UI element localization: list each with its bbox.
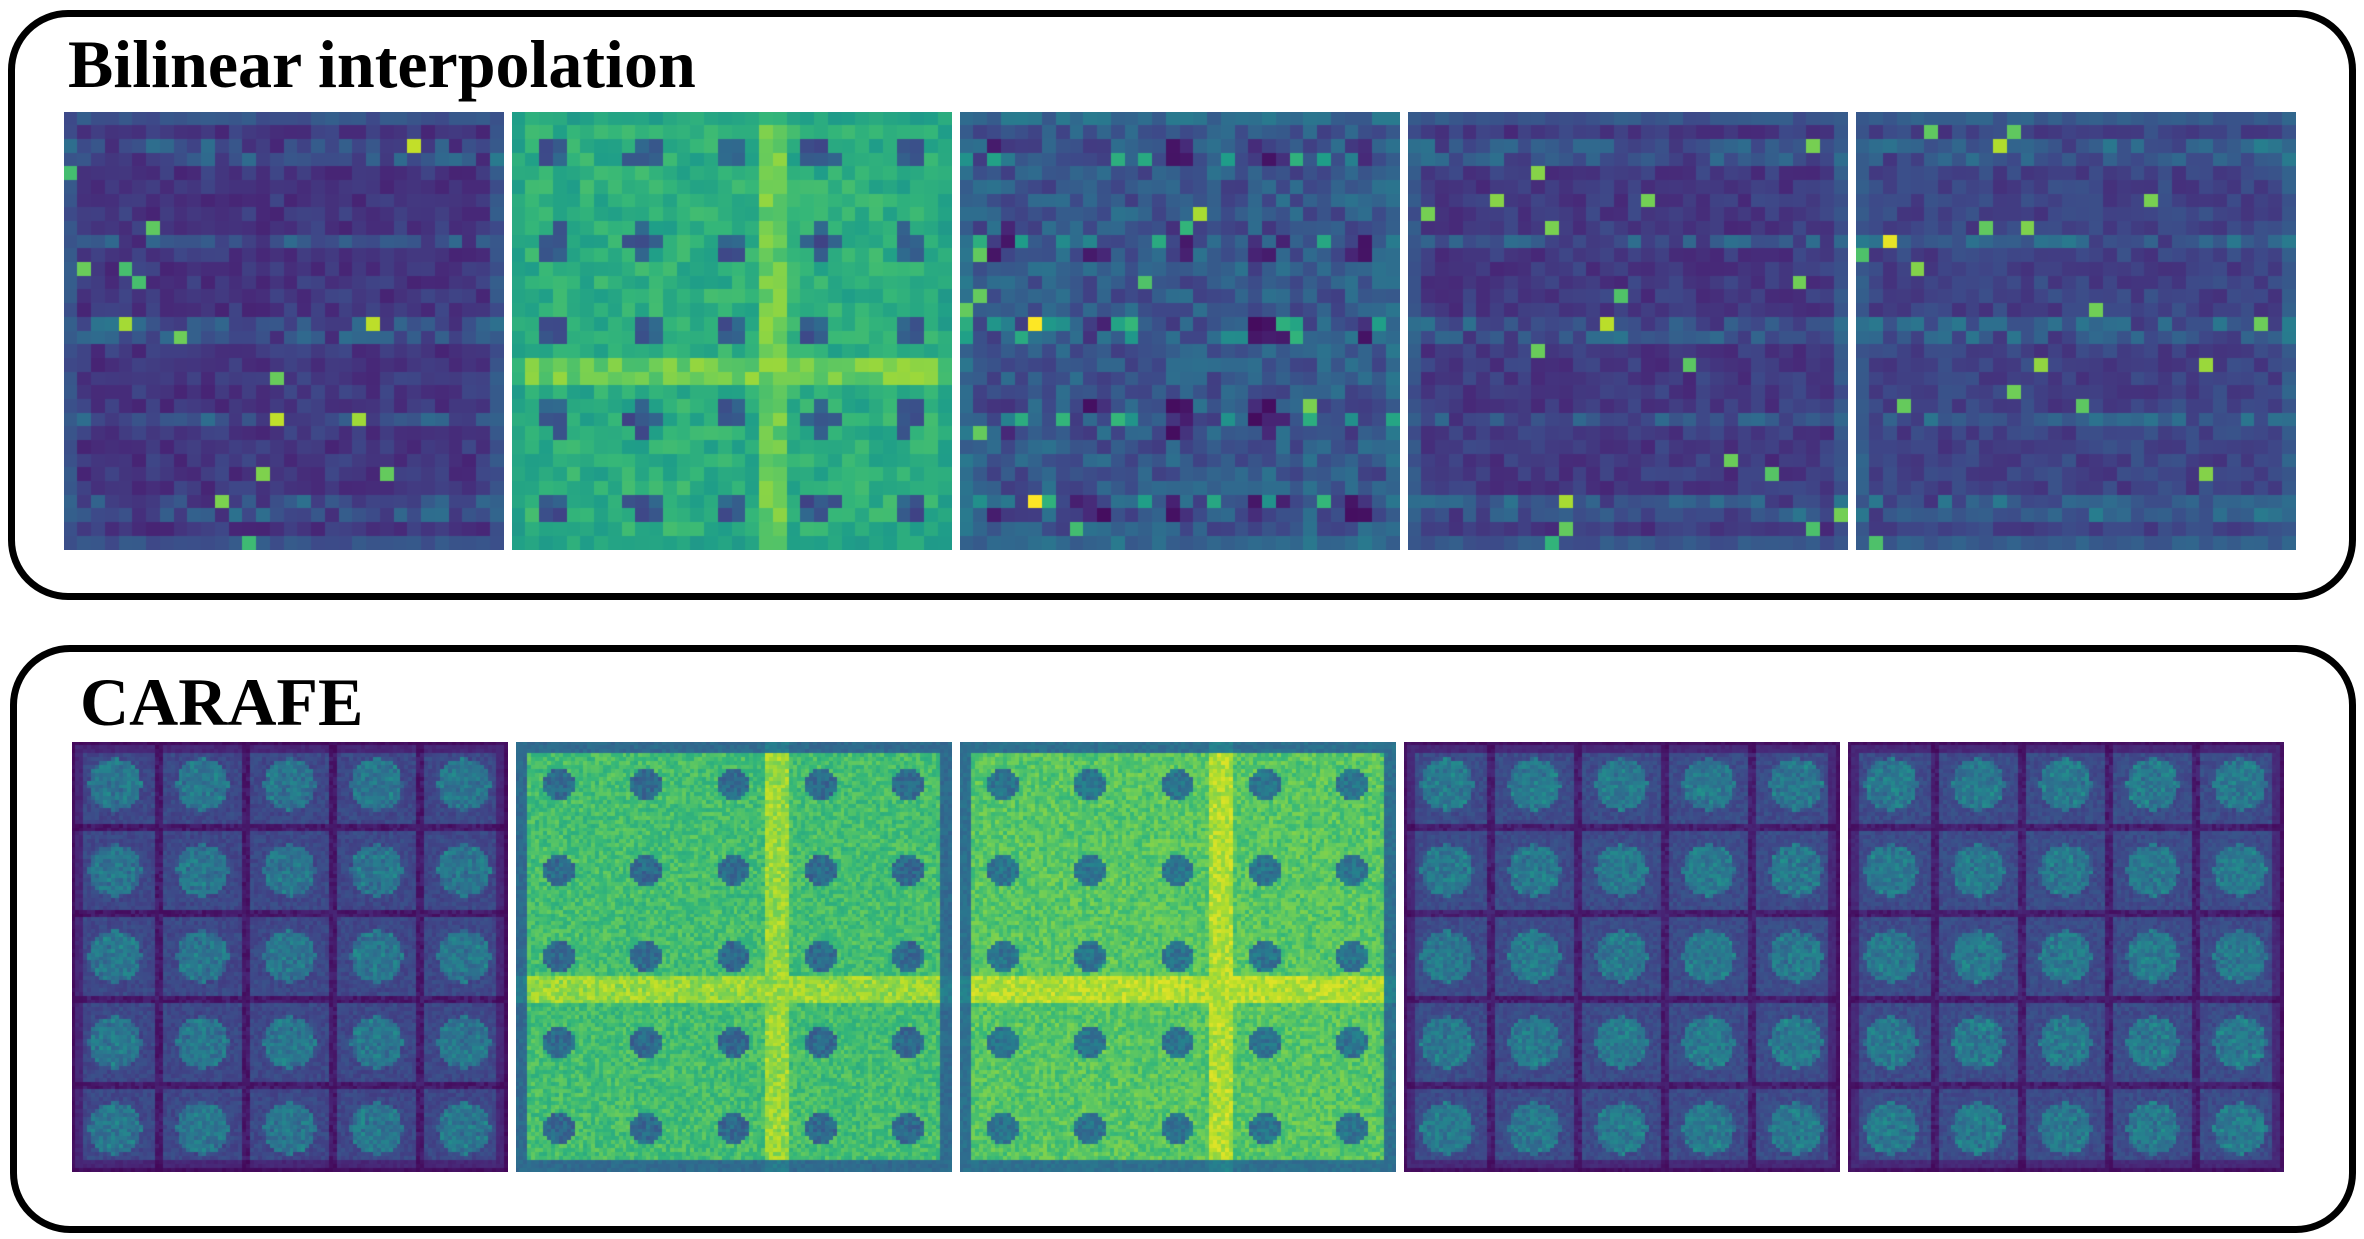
- carafe-feature-map-3: [960, 742, 1396, 1172]
- bilinear-title: Bilinear interpolation: [68, 26, 696, 102]
- bilinear-feature-maps: [64, 112, 2296, 550]
- bilinear-feature-map-2: [512, 112, 952, 550]
- bilinear-feature-map-5: [1856, 112, 2296, 550]
- bilinear-feature-map-3: [960, 112, 1400, 550]
- bilinear-feature-map-4: [1408, 112, 1848, 550]
- bilinear-feature-map-1: [64, 112, 504, 550]
- carafe-feature-maps: [72, 742, 2284, 1172]
- carafe-feature-map-4: [1404, 742, 1840, 1172]
- carafe-feature-map-5: [1848, 742, 2284, 1172]
- carafe-title: CARAFE: [80, 664, 364, 740]
- carafe-feature-map-2: [516, 742, 952, 1172]
- carafe-feature-map-1: [72, 742, 508, 1172]
